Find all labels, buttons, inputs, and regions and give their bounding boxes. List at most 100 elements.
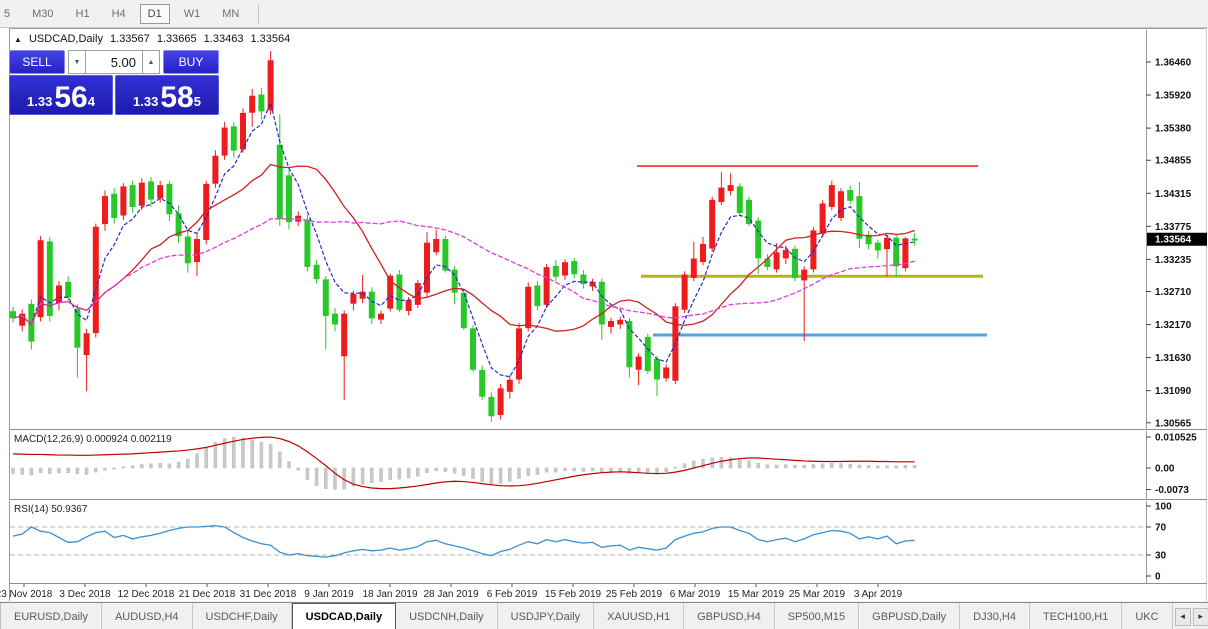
date-label-2: 12 Dec 2018 xyxy=(118,589,175,600)
price-tick-1.34855: 1.34855 xyxy=(1155,156,1192,167)
candle-22 xyxy=(212,150,219,189)
rsi-pane: 100 70 30 0 xyxy=(10,502,1172,583)
macd-signal-line xyxy=(12,436,915,490)
tab-scroll-right-icon[interactable]: ▸ xyxy=(1192,607,1208,626)
sell-button[interactable]: SELL xyxy=(9,50,65,74)
volume-increase-button[interactable]: ▲ xyxy=(142,50,160,74)
tab-scroll-left-icon[interactable]: ◂ xyxy=(1174,607,1191,626)
rsi-tick-100: 100 xyxy=(1155,502,1172,513)
ohlc-close: 1.33564 xyxy=(250,33,291,45)
candle-56 xyxy=(525,282,532,332)
candle-76 xyxy=(709,196,716,252)
ma-fast-line xyxy=(12,101,915,378)
collapse-icon[interactable]: ▲ xyxy=(14,35,22,44)
chart-tab-gbpusd-daily[interactable]: GBPUSD,Daily xyxy=(859,603,961,629)
candle-24 xyxy=(230,121,237,158)
candle-60 xyxy=(562,259,568,280)
candle-86 xyxy=(801,266,808,342)
timeframe-button-W1[interactable]: W1 xyxy=(183,7,201,20)
candle-52 xyxy=(488,392,495,422)
sell-price-display[interactable]: 1.33 56 4 xyxy=(9,75,113,115)
chart-tab-tech100-h1[interactable]: TECH100,H1 xyxy=(1030,603,1123,629)
date-axis: 23 Nov 2018 3 Dec 2018 12 Dec 2018 21 Dec 2… xyxy=(0,584,903,600)
candle-14 xyxy=(138,178,145,211)
chart-tabs-bar: EURUSD,Daily AUDUSD,H4 USDCHF,Daily USDCAD,… xyxy=(0,602,1208,629)
timeframe-button-D1[interactable]: D1 xyxy=(139,3,170,24)
candle-58 xyxy=(543,263,550,309)
price-tick-1.30565: 1.30565 xyxy=(1155,418,1192,429)
chart-tab-usdjpy-daily[interactable]: USDJPY,Daily xyxy=(498,603,595,629)
price-tick-1.31630: 1.31630 xyxy=(1155,353,1192,364)
candle-68 xyxy=(635,353,642,386)
candle-59 xyxy=(552,260,559,282)
chart-tab-usdcnh-daily[interactable]: USDCNH,Daily xyxy=(396,603,498,629)
candle-18 xyxy=(175,205,182,244)
price-tick-1.33775: 1.33775 xyxy=(1155,222,1192,233)
chart-tab-usdchf-daily[interactable]: USDCHF,Daily xyxy=(193,603,292,629)
volume-input[interactable]: 5.00 xyxy=(86,50,142,74)
candle-53 xyxy=(497,383,504,420)
date-label-8: 6 Feb 2019 xyxy=(487,589,538,600)
candle-73 xyxy=(681,271,688,313)
chart-tab-dj30-h4[interactable]: DJ30,H4 xyxy=(960,603,1030,629)
candle-17 xyxy=(166,180,173,222)
volume-decrease-button[interactable]: ▼ xyxy=(68,50,86,74)
sell-price-prefix: 1.33 xyxy=(27,94,53,109)
candle-78 xyxy=(727,173,734,196)
timeframe-button-5[interactable]: 5 xyxy=(4,7,11,20)
candle-3 xyxy=(37,235,44,322)
candle-11 xyxy=(111,188,118,224)
price-tick-1.33235: 1.33235 xyxy=(1155,255,1192,266)
chart-tab-sp500-m15[interactable]: SP500,M15 xyxy=(775,603,860,629)
chart-tab-gbpusd-h4[interactable]: GBPUSD,H4 xyxy=(684,603,775,629)
timeframe-button-MN[interactable]: MN xyxy=(222,7,240,20)
ohlc-open: 1.33567 xyxy=(110,33,150,45)
candle-89 xyxy=(828,180,835,211)
candle-6 xyxy=(65,276,72,301)
chart-symbol-label: USDCAD,Daily xyxy=(28,33,103,45)
candle-13 xyxy=(129,180,136,213)
current-price-label: 1.33564 xyxy=(1155,235,1192,246)
candle-28 xyxy=(267,50,274,115)
chart-tab-ukc[interactable]: UKC xyxy=(1122,603,1173,629)
buy-price-prefix: 1.33 xyxy=(133,94,159,109)
candle-9 xyxy=(92,223,99,338)
candle-38 xyxy=(359,274,366,304)
chart-tab-xauusd-h1[interactable]: XAUUSD,H1 xyxy=(594,603,685,629)
timeframe-button-H4[interactable]: H4 xyxy=(111,7,126,20)
candle-85 xyxy=(792,245,798,282)
chart-tab-eurusd-daily[interactable]: EURUSD,Daily xyxy=(1,603,102,629)
candle-96 xyxy=(893,234,900,277)
chart-frame-lines xyxy=(9,28,1207,601)
date-label-0: 23 Nov 2018 xyxy=(0,589,53,600)
buy-price-display[interactable]: 1.33 58 5 xyxy=(115,75,219,115)
candle-46 xyxy=(433,229,440,256)
timeframe-button-H1[interactable]: H1 xyxy=(75,7,90,20)
candle-16 xyxy=(157,180,164,203)
candle-48 xyxy=(451,266,458,305)
ohlc-low: 1.33463 xyxy=(203,33,244,45)
candle-34 xyxy=(322,276,329,350)
macd-tick-0.010525: 0.010525 xyxy=(1155,433,1197,444)
candle-97 xyxy=(902,237,909,272)
date-label-11: 6 Mar 2019 xyxy=(670,589,721,600)
timeframe-button-M30[interactable]: M30 xyxy=(32,7,54,20)
candle-37 xyxy=(350,290,357,311)
candle-7 xyxy=(74,304,81,378)
candle-95 xyxy=(884,235,890,277)
tab-scroll-controls: ◂ ▸ xyxy=(1173,603,1208,629)
candle-29 xyxy=(276,114,283,227)
date-label-14: 3 Apr 2019 xyxy=(854,589,903,600)
date-label-3: 21 Dec 2018 xyxy=(179,589,236,600)
buy-button[interactable]: BUY xyxy=(163,50,219,74)
candle-69 xyxy=(644,333,651,375)
candle-33 xyxy=(313,260,320,284)
chart-tab-audusd-h4[interactable]: AUDUSD,H4 xyxy=(102,603,193,629)
candle-87 xyxy=(810,227,817,273)
macd-indicator-label: MACD(12,26,9) 0.000924 0.002119 xyxy=(14,434,172,445)
price-tick-1.34315: 1.34315 xyxy=(1155,189,1192,200)
candle-4 xyxy=(46,237,53,322)
chart-tab-usdcad-daily[interactable]: USDCAD,Daily xyxy=(291,603,397,629)
